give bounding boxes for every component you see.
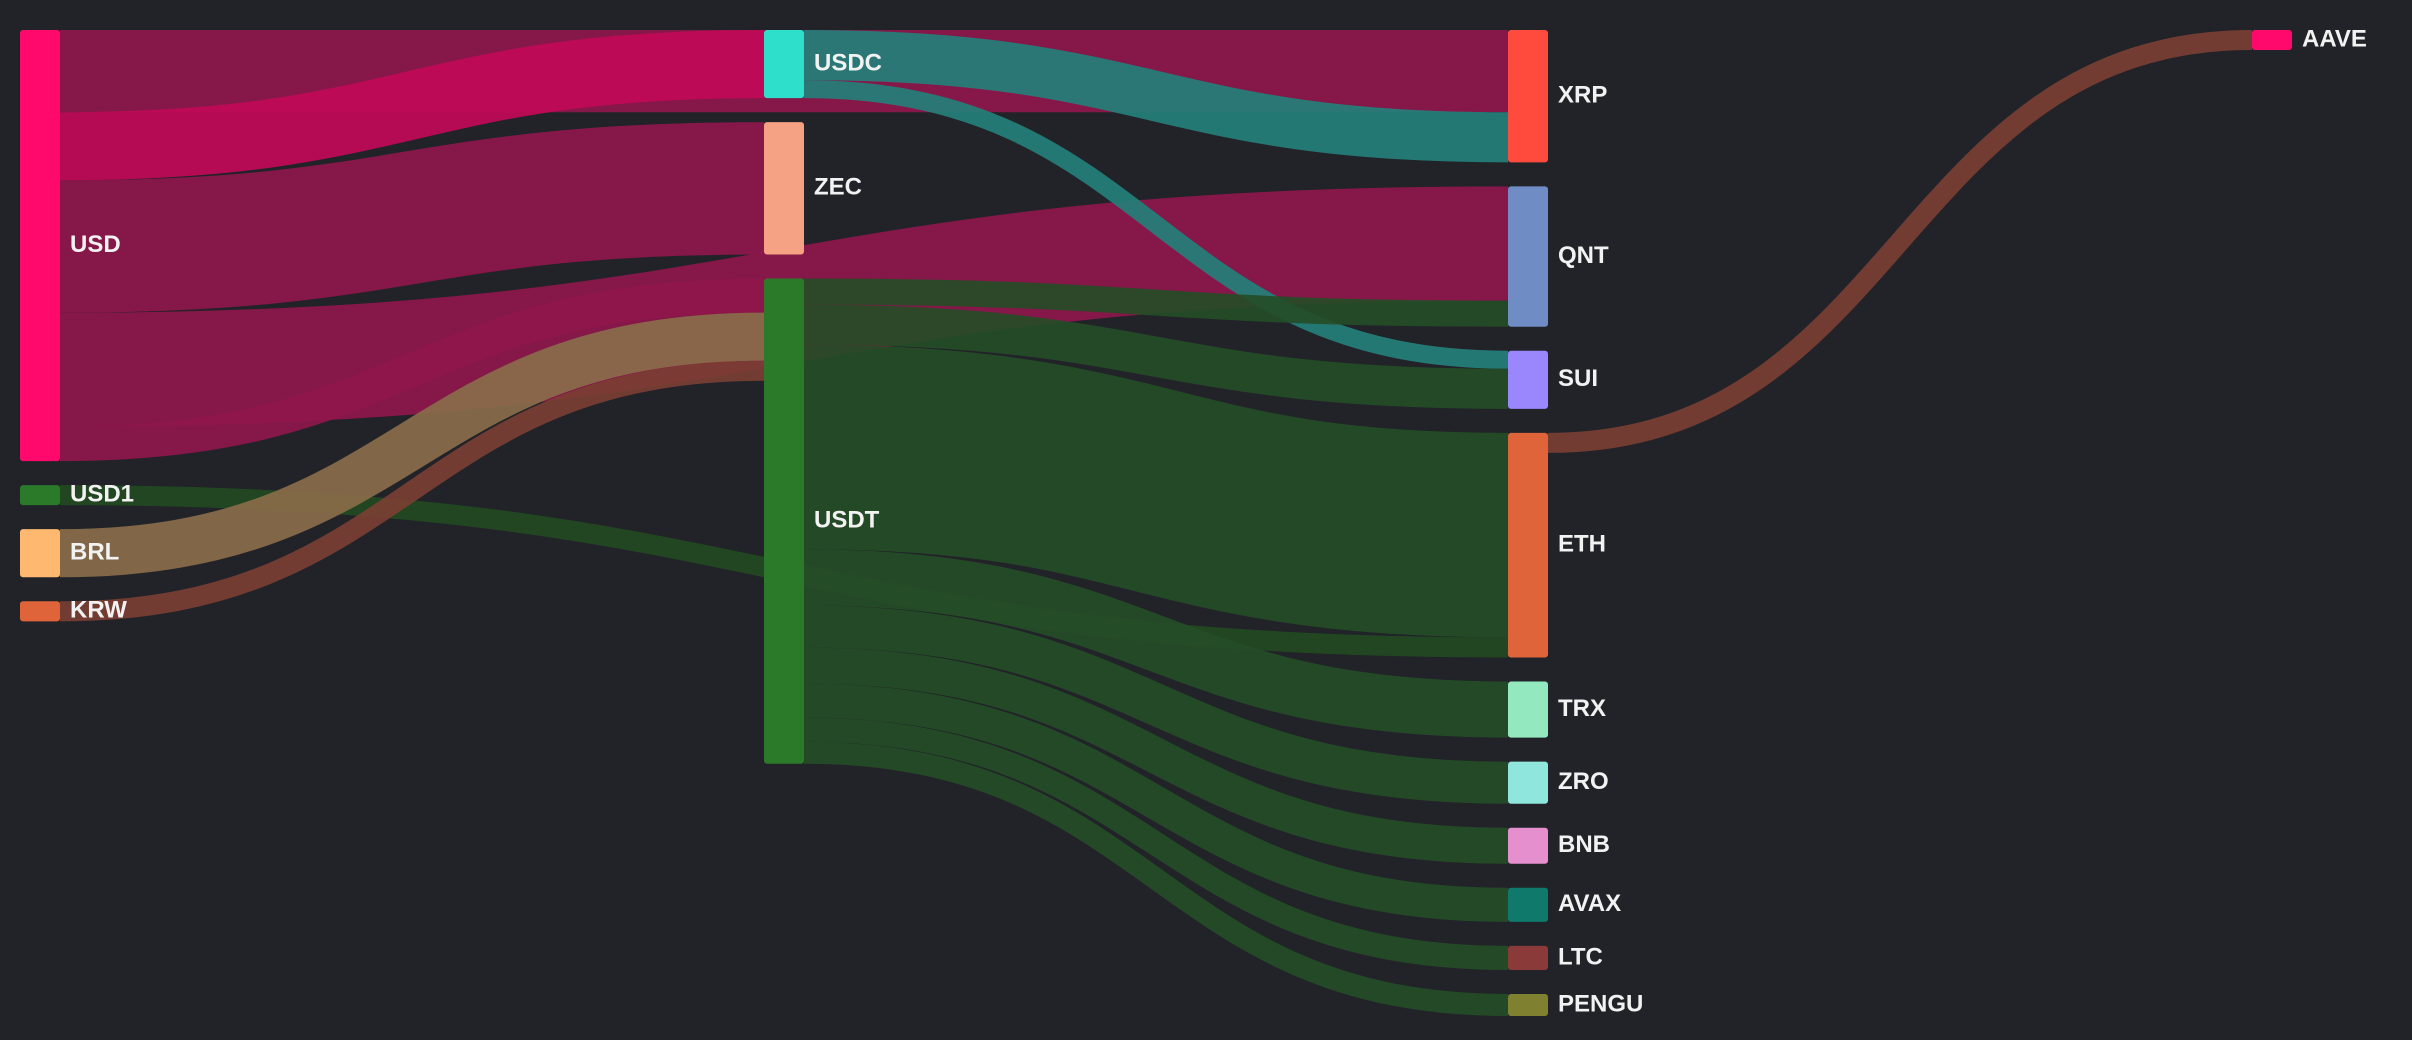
link-usd-usdc: [59, 29, 765, 181]
link-usdt-eth: [803, 344, 1509, 638]
node-label-usd1: USD1: [70, 480, 134, 507]
node-label-zro: ZRO: [1558, 768, 1609, 795]
link-usdt-trx: [803, 549, 1509, 738]
link-usdc-sui: [803, 80, 1509, 369]
node-label-aave: AAVE: [2302, 25, 2367, 52]
node-label-ltc: LTC: [1558, 943, 1603, 970]
link-eth-aave: [1547, 29, 2253, 453]
node-label-xrp: XRP: [1558, 82, 1607, 109]
link-usdt-qnt: [803, 278, 1509, 327]
node-label-sui: SUI: [1558, 365, 1598, 392]
node-zro: [1508, 761, 1548, 804]
node-label-usdt: USDT: [814, 506, 880, 533]
link-usdt-avax: [803, 683, 1509, 922]
labels-layer: USD USD1 BRL KRW USDC ZEC USDT XRP QNT SUI ETH TRX Z…: [70, 25, 2367, 1017]
node-trx: [1508, 681, 1548, 738]
link-brl-usdt: [59, 312, 765, 578]
node-label-usd: USD: [70, 231, 121, 258]
node-ltc: [1508, 945, 1548, 970]
node-krw: [20, 601, 60, 622]
link-usdt-bnb: [803, 647, 1509, 864]
node-qnt: [1508, 186, 1548, 327]
node-usd1: [20, 485, 60, 506]
node-brl: [20, 529, 60, 578]
node-usd: [20, 30, 60, 462]
node-pengu: [1508, 993, 1548, 1016]
link-usdt-sui: [803, 304, 1509, 409]
node-bnb: [1508, 827, 1548, 864]
node-label-zec: ZEC: [814, 174, 862, 201]
node-aave: [2252, 30, 2292, 51]
node-label-trx: TRX: [1558, 695, 1606, 722]
link-usd-zec: [59, 122, 765, 313]
node-label-avax: AVAX: [1558, 890, 1621, 917]
node-usdc: [764, 30, 804, 99]
node-eth: [1508, 432, 1548, 658]
links-layer: [59, 29, 2253, 1016]
node-label-pengu: PENGU: [1558, 990, 1643, 1017]
node-sui: [1508, 350, 1548, 409]
link-usdt-pengu: [803, 741, 1509, 1016]
link-krw-usdt: [59, 360, 765, 622]
link-usdc-xrp: [803, 30, 1509, 163]
node-avax: [1508, 887, 1548, 922]
node-zec: [764, 122, 804, 255]
node-label-krw: KRW: [70, 597, 127, 624]
node-label-usdc: USDC: [814, 49, 882, 76]
node-label-qnt: QNT: [1558, 242, 1609, 269]
node-usdt: [764, 278, 804, 764]
node-label-bnb: BNB: [1558, 831, 1610, 858]
node-label-brl: BRL: [70, 539, 119, 566]
link-usdt-zro: [803, 605, 1509, 804]
node-xrp: [1508, 30, 1548, 163]
link-usdt-ltc: [803, 717, 1509, 970]
nodes-layer: [20, 30, 2292, 1016]
node-label-eth: ETH: [1558, 530, 1606, 557]
link-usd-usdt: [59, 278, 765, 462]
